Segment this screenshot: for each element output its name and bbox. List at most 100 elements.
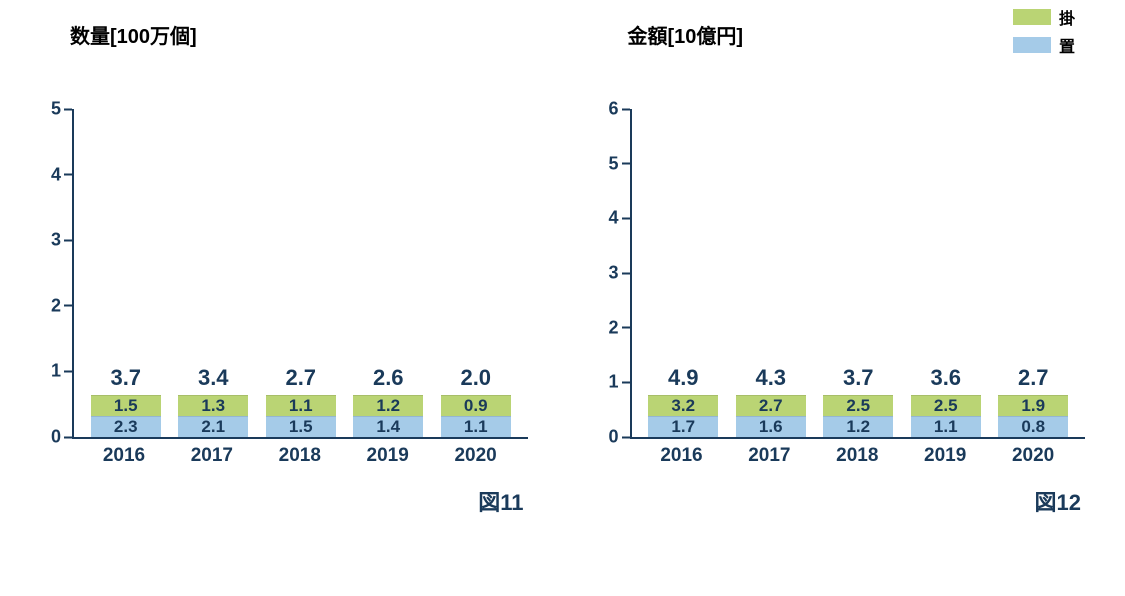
bar-total-label: 3.7 [823,365,893,391]
panel-title-fig11: 数量[100万個] [70,20,528,49]
x-labels-fig11: 20162017201820192020 [72,439,528,467]
bar-segment: 2.5 [911,395,981,416]
panel-fig12: 金額[10億円] 0123456 1.73.24.91.62.74.31.22.… [598,20,1086,517]
y-tick-mark [64,239,72,241]
bar-stack: 1.12.53.6 [911,395,981,437]
bar-segment: 2.7 [736,395,806,416]
bar-segment: 1.1 [266,395,336,416]
y-tick-label: 3 [43,230,61,251]
bar-segment: 1.2 [353,395,423,416]
x-axis-label: 2020 [432,445,520,467]
bar-segment: 1.7 [648,416,718,437]
bar-segment: 1.1 [441,416,511,437]
bar-total-label: 4.9 [648,365,718,391]
y-tick-mark [622,327,630,329]
y-tick-mark [622,272,630,274]
bar-group: 1.62.74.3 [727,395,815,437]
y-tick-mark [622,381,630,383]
y-tick: 6 [601,99,630,120]
bar-segment: 2.1 [178,416,248,437]
y-tick-label: 2 [601,317,619,338]
y-tick: 2 [43,295,72,316]
y-tick-label: 0 [43,427,61,448]
bar-segment: 1.5 [91,395,161,416]
panel-fig11: 数量[100万個] 012345 2.31.53.72.11.33.41.51.… [40,20,528,517]
y-tick-label: 4 [601,208,619,229]
charts-container: 掛 置 数量[100万個] 012345 2.31.53.72.11.33.41… [40,20,1085,517]
bar-group: 0.81.92.7 [990,395,1078,437]
y-tick: 5 [43,99,72,120]
y-tick-mark [64,305,72,307]
bar-stack: 1.62.74.3 [736,395,806,437]
x-axis-label: 2017 [168,445,256,467]
x-axis-label: 2016 [80,445,168,467]
bar-stack: 1.41.22.6 [353,395,423,437]
y-axis-fig12: 0123456 [600,109,630,437]
y-tick-mark [622,217,630,219]
bar-segment: 1.5 [266,416,336,437]
bar-group: 1.51.12.7 [257,395,345,437]
bar-segment: 1.1 [911,416,981,437]
y-tick-mark [64,108,72,110]
y-tick-mark [622,163,630,165]
y-tick-label: 1 [601,372,619,393]
y-tick-label: 6 [601,99,619,120]
bar-segment: 0.9 [441,395,511,416]
bar-segment: 2.5 [823,395,893,416]
y-tick-mark [64,174,72,176]
bar-stack: 1.22.53.7 [823,395,893,437]
bar-stack: 1.73.24.9 [648,395,718,437]
bar-segment: 2.3 [91,416,161,437]
y-tick-label: 5 [601,153,619,174]
y-tick-mark [622,436,630,438]
y-tick: 5 [601,153,630,174]
panel-title-fig12: 金額[10億円] [628,20,1086,49]
y-tick: 4 [43,164,72,185]
y-tick-label: 0 [601,427,619,448]
x-axis-label: 2019 [901,445,989,467]
bar-stack: 1.51.12.7 [266,395,336,437]
x-axis-label: 2020 [989,445,1077,467]
bar-group: 1.12.53.6 [902,395,990,437]
bar-segment: 0.8 [998,416,1068,437]
bar-group: 1.41.22.6 [345,395,433,437]
bar-total-label: 3.4 [178,365,248,391]
x-axis-label: 2017 [725,445,813,467]
x-axis-label: 2018 [256,445,344,467]
bar-segment: 1.2 [823,416,893,437]
bar-total-label: 2.0 [441,365,511,391]
y-tick-label: 5 [43,99,61,120]
chart-area-fig11: 012345 2.31.53.72.11.33.41.51.12.71.41.2… [72,109,528,439]
x-axis-label: 2019 [344,445,432,467]
bar-segment: 1.9 [998,395,1068,416]
x-axis-label: 2016 [638,445,726,467]
bar-stack: 2.11.33.4 [178,395,248,437]
bar-stack: 2.31.53.7 [91,395,161,437]
y-tick-label: 4 [43,164,61,185]
y-tick: 0 [601,427,630,448]
bars-fig12: 1.73.24.91.62.74.31.22.53.71.12.53.60.81… [632,109,1086,437]
bar-group: 1.73.24.9 [640,395,728,437]
y-tick: 3 [601,263,630,284]
y-tick-mark [622,108,630,110]
y-tick: 0 [43,427,72,448]
y-tick: 2 [601,317,630,338]
y-tick-label: 2 [43,295,61,316]
bar-group: 2.11.33.4 [170,395,258,437]
bars-fig11: 2.31.53.72.11.33.41.51.12.71.41.22.61.10… [74,109,528,437]
bar-total-label: 4.3 [736,365,806,391]
y-tick-label: 1 [43,361,61,382]
bar-segment: 3.2 [648,395,718,416]
y-tick: 4 [601,208,630,229]
bar-total-label: 2.6 [353,365,423,391]
bar-segment: 1.4 [353,416,423,437]
bar-total-label: 2.7 [266,365,336,391]
x-axis-label: 2018 [813,445,901,467]
y-tick-label: 3 [601,263,619,284]
y-tick-mark [64,370,72,372]
figure-label-fig12: 図12 [598,485,1086,517]
figure-label-fig11: 図11 [40,485,528,517]
x-labels-fig12: 20162017201820192020 [630,439,1086,467]
bar-total-label: 3.6 [911,365,981,391]
bar-total-label: 3.7 [91,365,161,391]
